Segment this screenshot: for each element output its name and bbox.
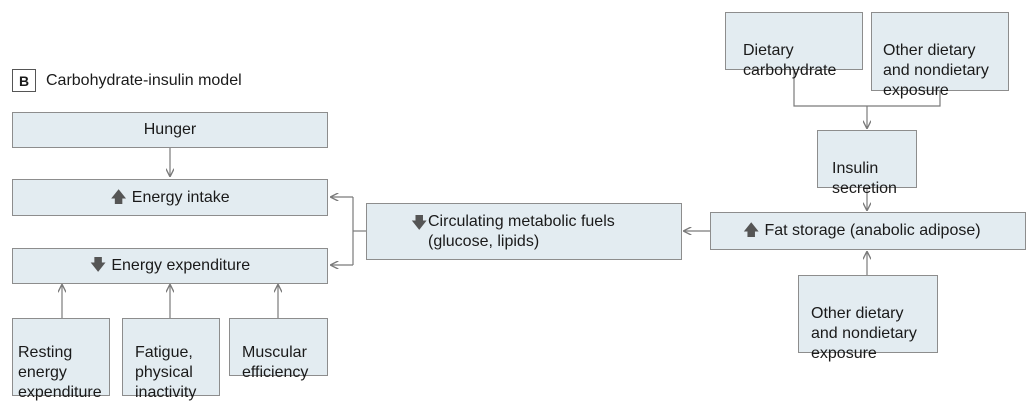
node-insulin-secretion-label: Insulin secretion [832, 160, 897, 197]
down-arrow-icon: 🡇 [89, 257, 107, 274]
node-other-exposure-top-label: Other dietary and nondietary exposure [883, 42, 989, 99]
down-arrow-icon: 🡇 [411, 215, 428, 232]
node-fatigue-label: Fatigue, physical inactivity [135, 344, 197, 401]
node-energy-expenditure: 🡇 Energy expenditure [12, 248, 328, 284]
node-muscular-label: Muscular efficiency [242, 344, 309, 381]
node-energy-intake-label: Energy intake [131, 188, 230, 206]
node-resting-label: Resting energy expenditure [18, 344, 102, 401]
node-energy-expenditure-label: Energy expenditure [111, 257, 251, 274]
node-hunger: Hunger [12, 112, 328, 148]
node-energy-intake: 🡅 Energy intake [12, 179, 328, 216]
node-other-exposure-top: Other dietary and nondietary exposure [871, 12, 1009, 99]
panel-letter: B [12, 69, 36, 92]
node-fat-storage-label: Fat storage (anabolic adipose) [764, 222, 981, 239]
node-fatigue: Fatigue, physical inactivity [122, 318, 220, 401]
up-arrow-icon: 🡅 [110, 188, 127, 206]
node-insulin-secretion: Insulin secretion [817, 130, 917, 197]
node-circulating-label: Circulating metabolic fuels (glucose, li… [428, 213, 615, 250]
node-hunger-label: Hunger [143, 121, 197, 138]
node-circulating: 🡇 Circulating metabolic fuels (glucose, … [366, 203, 682, 260]
panel-label: B Carbohydrate-insulin model [12, 69, 242, 92]
node-fat-storage: 🡅 Fat storage (anabolic adipose) [710, 212, 1026, 250]
node-dietary-carbohydrate: Dietary carbohydrate [725, 12, 863, 79]
node-other-exposure-bottom-label: Other dietary and nondietary exposure [811, 305, 917, 362]
panel-title: Carbohydrate-insulin model [46, 71, 242, 89]
up-arrow-icon: 🡅 [743, 222, 760, 239]
node-resting: Resting energy expenditure [12, 318, 110, 401]
node-muscular: Muscular efficiency [229, 318, 328, 381]
node-dietary-carbohydrate-label: Dietary carbohydrate [743, 42, 837, 79]
node-other-exposure-bottom: Other dietary and nondietary exposure [798, 275, 938, 362]
